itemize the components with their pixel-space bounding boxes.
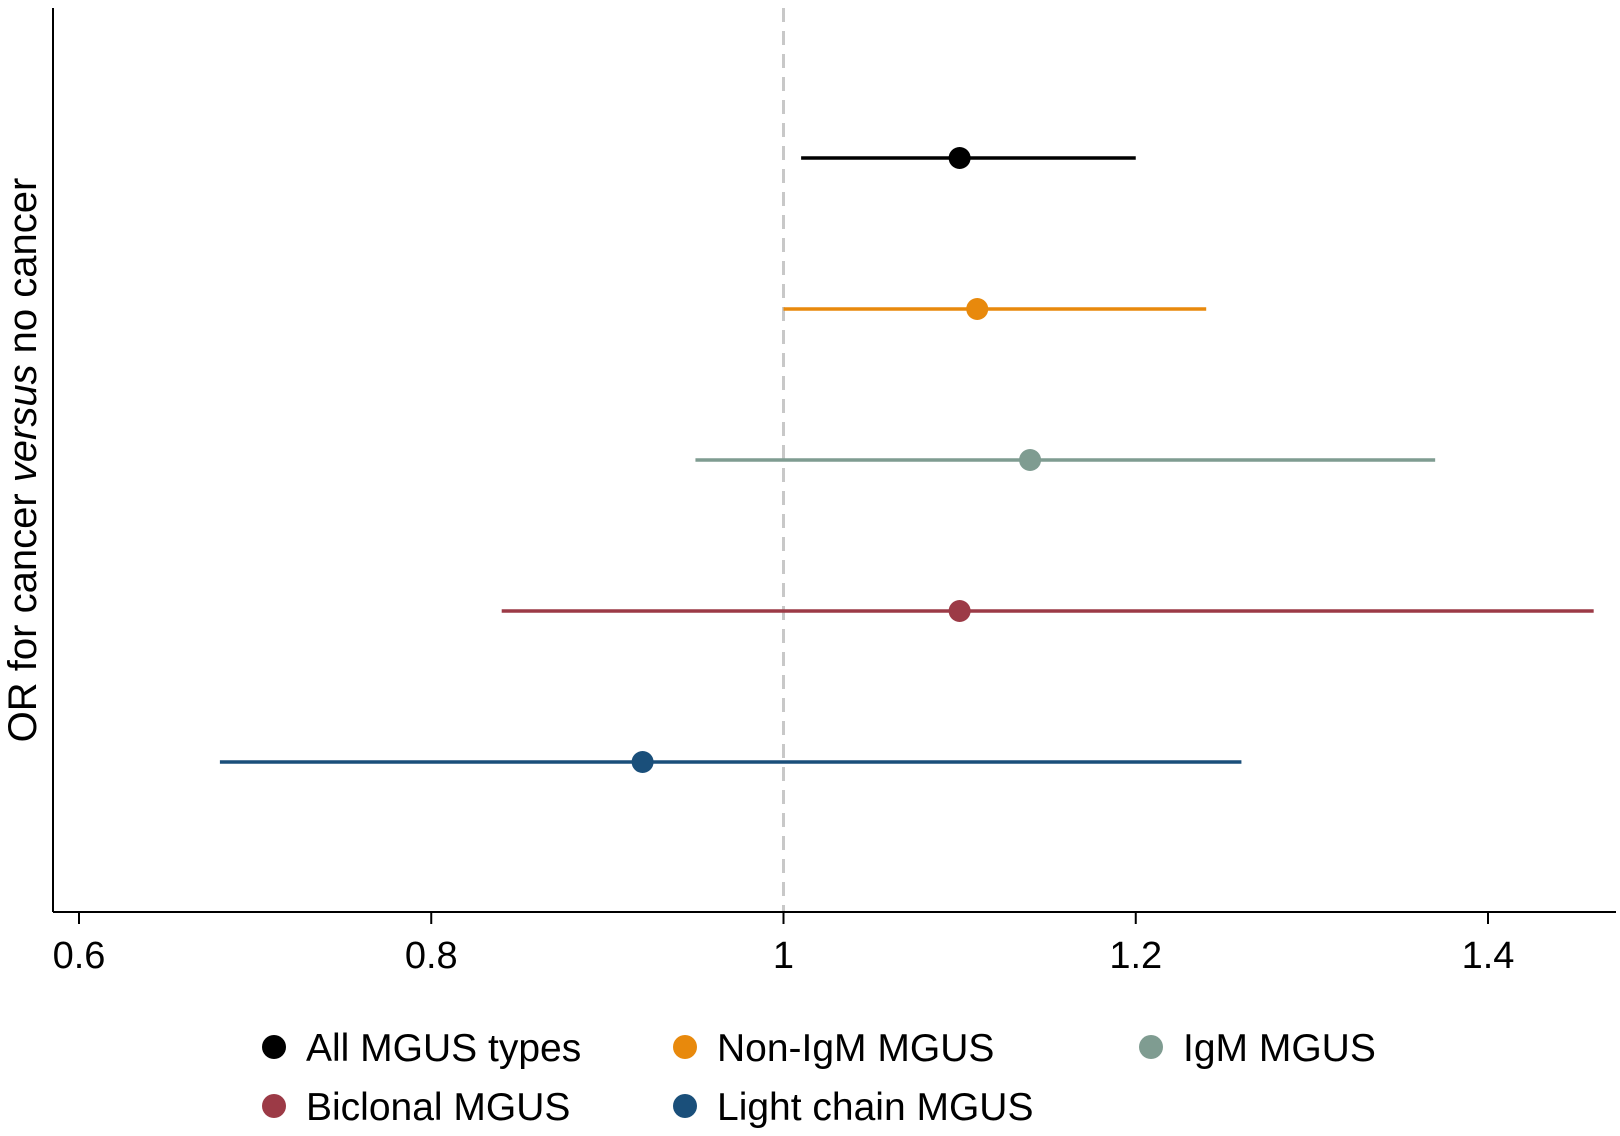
legend-item: Biclonal MGUS	[262, 1086, 570, 1129]
legend-item: Light chain MGUS	[673, 1086, 1033, 1129]
point-estimate-marker	[1019, 449, 1042, 471]
x-tick-label: 0.6	[53, 935, 106, 977]
legend: All MGUS types Non-IgM MGUS IgM MGUS Biclon…	[262, 1027, 1376, 1129]
legend-label: Non-IgM MGUS	[717, 1027, 994, 1070]
legend-label: Light chain MGUS	[717, 1086, 1033, 1129]
point-estimate-marker	[948, 600, 971, 622]
legend-label: IgM MGUS	[1183, 1027, 1376, 1070]
y-axis-title-part-3: no cancer	[1, 178, 45, 365]
y-axis-title-part-1: OR for cancer	[1, 482, 45, 742]
series-row	[695, 449, 1436, 471]
legend-marker	[262, 1094, 286, 1118]
x-tick-label: 1	[773, 935, 794, 977]
x-ticks: 0.6 0.8 1 1.2 1.4	[53, 912, 1515, 977]
y-axis-title: OR for cancer versus no cancer	[1, 178, 45, 743]
series-group	[219, 147, 1594, 773]
legend-marker	[673, 1035, 697, 1059]
x-tick-label: 0.8	[405, 935, 458, 977]
x-tick-label: 1.4	[1462, 935, 1515, 977]
series-row	[783, 298, 1207, 320]
legend-marker	[673, 1094, 697, 1118]
legend-item: IgM MGUS	[1139, 1027, 1376, 1070]
axes	[52, 8, 1616, 913]
series-row	[501, 600, 1594, 622]
legend-label: Biclonal MGUS	[306, 1086, 570, 1129]
series-row	[219, 751, 1242, 773]
legend-marker	[262, 1035, 286, 1059]
legend-label: All MGUS types	[306, 1027, 581, 1070]
series-row	[801, 147, 1136, 169]
legend-marker	[1139, 1035, 1163, 1059]
legend-item: All MGUS types	[262, 1027, 581, 1070]
x-tick-label: 1.2	[1109, 935, 1162, 977]
point-estimate-marker	[948, 147, 971, 169]
legend-item: Non-IgM MGUS	[673, 1027, 994, 1070]
point-estimate-marker	[631, 751, 654, 773]
point-estimate-marker	[966, 298, 989, 320]
y-axis-title-part-2: versus	[1, 364, 45, 482]
